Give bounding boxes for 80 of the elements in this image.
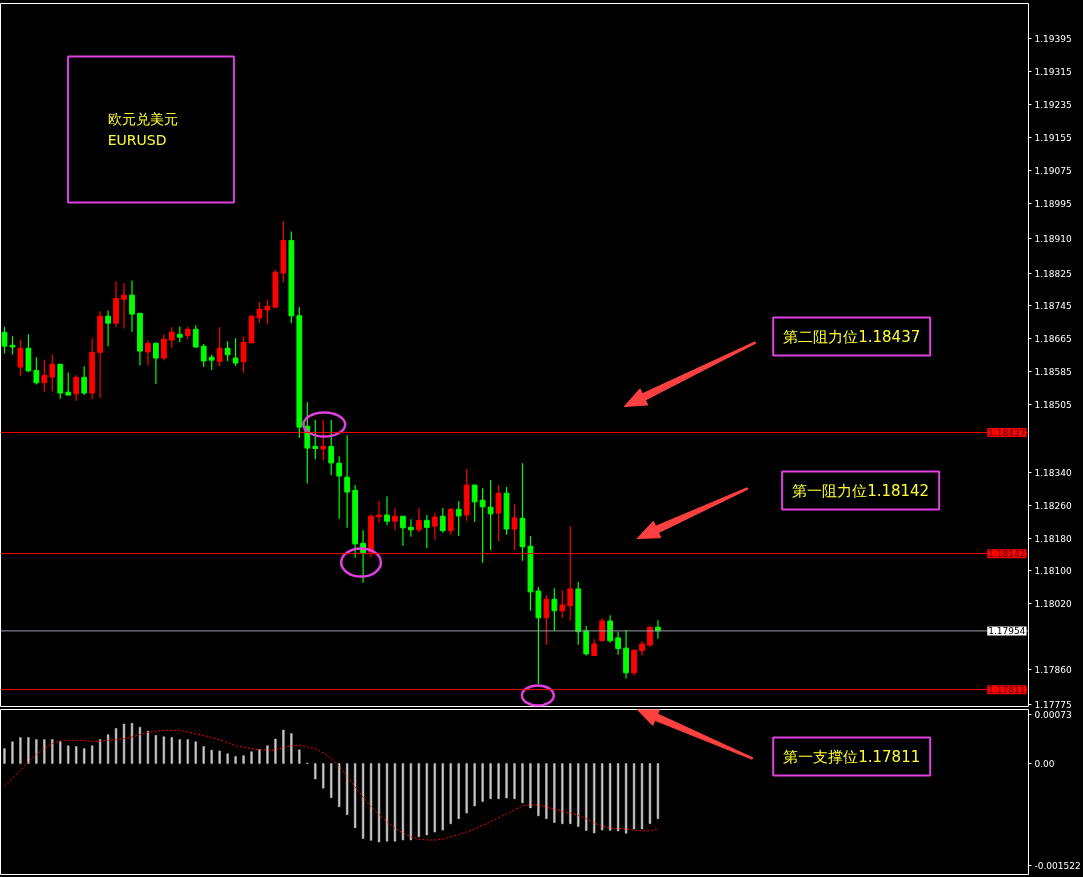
candlestick [336,455,343,520]
ref-line-label: 1.18142 [988,549,1026,560]
candlestick [168,326,175,349]
candlestick [121,282,127,330]
candlestick [495,484,502,542]
annotation: 第一阻力位1.18142 [792,481,930,500]
ref-line-label: 1.17811 [988,685,1026,696]
candlestick [344,434,351,529]
candlestick [33,356,40,385]
candlestick [559,589,566,619]
annotation: 第二阻力位1.18437 [783,327,921,346]
y-tick-label: 1.18745 [1034,301,1072,312]
line-series [3,729,659,841]
candlestick [607,614,614,644]
ref-line-label: 1.17954 [988,626,1026,637]
y-tick-label: 1.18180 [1034,533,1072,544]
candlestick [408,518,414,538]
candlestick [192,324,199,349]
candlestick [543,594,550,646]
candlestick [41,359,48,393]
candlestick [615,631,621,656]
candlestick [105,309,111,347]
candlestick [81,365,88,396]
y-tick-label: 0.00073 [1034,710,1072,721]
candlestick [431,512,438,541]
candlestick [511,503,518,551]
candlestick [631,649,637,677]
candlestick [423,514,430,549]
annotation: EURUSD [107,131,167,148]
ref-line-label: 1.18437 [988,427,1026,438]
candlestick [599,617,606,642]
candlestick [415,507,422,533]
candlestick [479,487,486,564]
y-tick-label: 1.18020 [1034,599,1072,610]
candlestick [384,495,390,526]
candlestick [471,484,478,523]
y-tick-label: 1.18585 [1034,367,1072,378]
y-tick-label: 1.19395 [1034,34,1072,45]
candlestick [200,343,207,368]
candlestick [392,507,398,531]
candlestick [129,279,135,333]
candlestick [487,479,494,551]
candlestick [376,500,382,524]
candlestick [65,371,72,397]
candlestick [224,340,231,362]
candlestick [583,625,590,657]
y-tick-label: 1.19075 [1034,165,1072,176]
candlestick [551,587,558,632]
y-tick-label: 1.17775 [1034,699,1072,710]
y-tick-label: 1.18505 [1034,400,1072,411]
y-tick-label: 1.19315 [1034,67,1072,78]
y-tick-label: 0.00 [1034,759,1055,770]
candlestick [400,515,406,547]
y-tick-label: 1.19155 [1034,132,1072,143]
candlestick [17,338,24,377]
candlestick [216,326,223,367]
y-tick-label: 1.18910 [1034,233,1072,244]
candlestick [49,353,56,392]
annotation: 欧元兑美元 [107,110,178,127]
candlestick [153,341,159,385]
candlestick [160,333,167,361]
candlestick [73,374,80,402]
candlestick [25,333,32,373]
annotation: 第一支撑位1.17811 [783,747,921,766]
y-tick-label: 1.18260 [1034,500,1072,511]
y-tick-label: 1.18665 [1034,334,1072,345]
y-tick-label: 1.18340 [1034,467,1072,478]
candlestick [328,419,335,476]
candlestick [232,337,239,367]
candlestick [447,507,454,536]
y-tick-label: 1.18825 [1034,268,1072,279]
y-tick-label: -0.001522 [1034,860,1081,871]
y-tick-label: 1.18995 [1034,198,1072,209]
candlestick [145,339,151,367]
candlestick [439,507,446,534]
y-tick-label: 1.18100 [1034,566,1072,577]
y-tick-label: 1.17860 [1034,665,1072,676]
y-tick-label: 1.19235 [1034,100,1072,111]
candlestick [455,500,462,537]
candlestick [312,419,319,460]
